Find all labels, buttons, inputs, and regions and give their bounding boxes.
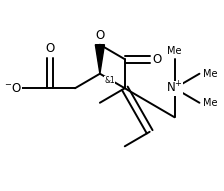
Text: O: O (45, 42, 55, 55)
Polygon shape (95, 45, 104, 74)
Text: Me: Me (167, 46, 182, 56)
Text: Me: Me (202, 98, 217, 108)
Text: $^{-}$O: $^{-}$O (4, 82, 22, 95)
Text: Me: Me (202, 69, 217, 79)
Text: O: O (153, 53, 162, 66)
Text: &1: &1 (104, 76, 115, 85)
Text: O: O (95, 29, 105, 42)
Text: N$^{+}$: N$^{+}$ (166, 81, 183, 96)
